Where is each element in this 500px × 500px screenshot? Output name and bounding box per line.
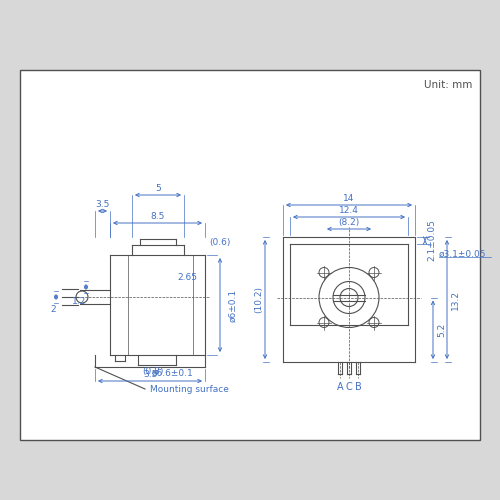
Text: (8.2): (8.2) — [338, 218, 359, 227]
Text: 2.1±0.05: 2.1±0.05 — [427, 220, 436, 262]
Text: 3.5: 3.5 — [96, 200, 110, 209]
Text: ø6.6±0.1: ø6.6±0.1 — [152, 368, 194, 378]
Text: 5: 5 — [155, 184, 161, 193]
Text: 14: 14 — [344, 194, 354, 203]
Text: (0.6): (0.6) — [209, 238, 231, 246]
Text: 8.5: 8.5 — [150, 212, 164, 221]
Text: 13.2: 13.2 — [451, 290, 460, 310]
Text: C: C — [346, 382, 352, 392]
Text: 2: 2 — [50, 304, 56, 314]
Text: 2.65: 2.65 — [177, 272, 197, 281]
Text: ø3.1±0.05: ø3.1±0.05 — [439, 250, 486, 258]
Text: ø6±0.1: ø6±0.1 — [228, 288, 237, 322]
Text: Mounting surface: Mounting surface — [150, 384, 229, 394]
Text: 12.4: 12.4 — [339, 206, 359, 215]
Text: 3.5: 3.5 — [143, 370, 157, 379]
Text: 5.2: 5.2 — [437, 322, 446, 337]
Text: Unit: mm: Unit: mm — [424, 80, 472, 90]
Text: A: A — [336, 382, 344, 392]
Text: 1.2: 1.2 — [72, 296, 86, 306]
Text: (0.8): (0.8) — [142, 367, 164, 376]
FancyBboxPatch shape — [20, 70, 480, 440]
Text: B: B — [354, 382, 362, 392]
Text: (10.2): (10.2) — [254, 286, 263, 313]
